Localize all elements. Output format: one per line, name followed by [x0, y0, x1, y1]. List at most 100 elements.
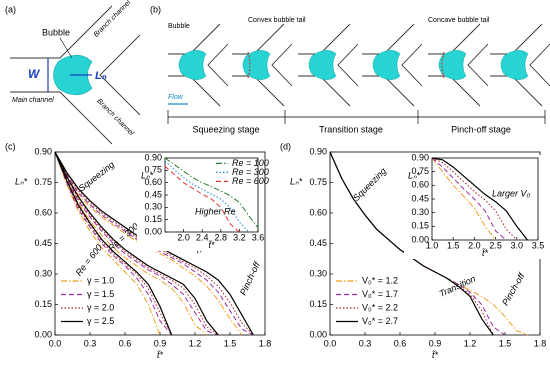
- data-line: [54, 151, 208, 336]
- tail-mark: [247, 51, 445, 79]
- label-convex: Convex bubble tail: [248, 17, 306, 24]
- data-line: [431, 157, 528, 241]
- panel-label: (a): [5, 4, 16, 14]
- legend-label: γ = 1.0: [87, 275, 114, 285]
- junction: [362, 24, 422, 106]
- y-tick-label: 0.30: [411, 207, 429, 217]
- y-tick-label: 0.90: [411, 152, 429, 162]
- x-tick-label: 3.5: [532, 240, 545, 250]
- annotation: Squeezing: [351, 166, 388, 203]
- x-axis-label: t̃*: [432, 349, 439, 360]
- legend-label: γ = 1.5: [87, 289, 114, 299]
- panel-label: (d): [280, 141, 291, 151]
- y-tick-label: 0.45: [144, 189, 162, 199]
- y-tick-label: 0.15: [34, 299, 52, 309]
- legend-label: γ = 2.0: [87, 302, 114, 312]
- junction: [428, 24, 488, 106]
- y-tick-label: 0.90: [34, 146, 52, 156]
- x-tick-label: 1.8: [259, 338, 272, 348]
- data-line: [164, 160, 250, 233]
- junction: [298, 24, 358, 106]
- x-tick-label: 0.6: [394, 338, 407, 348]
- legend-label: V₀* = 1.2: [362, 275, 398, 285]
- y-tick-label: 0.60: [309, 207, 327, 217]
- y-tick-label: 0.15: [144, 214, 162, 224]
- panel-a: (a) Bubble Branch channel W Lₙ Main chan…: [5, 0, 141, 145]
- data-line: [54, 151, 173, 336]
- label-main: Main channel: [12, 97, 54, 104]
- y-tick-label: 0.45: [309, 238, 327, 248]
- data-line: [431, 157, 496, 241]
- data-line: [164, 157, 259, 229]
- stage-label: Pinch-off stage: [451, 124, 511, 134]
- data-line: [164, 165, 240, 233]
- annotation: Re = 600: [74, 243, 105, 278]
- x-tick-label: 2.8: [215, 232, 228, 242]
- y-axis-label: Lₙ*: [408, 170, 421, 180]
- legend-label: γ = 2.5: [87, 316, 114, 326]
- x-tick-label: 1.5: [224, 338, 237, 348]
- y-tick-label: 0.00: [411, 234, 429, 244]
- y-tick-label: 0.60: [411, 180, 429, 190]
- y-tick-label: 0.15: [411, 221, 429, 231]
- data-line: [431, 157, 507, 241]
- inset-bg: [404, 155, 543, 259]
- y-tick-label: 0.45: [34, 238, 52, 248]
- inset-bg: [137, 155, 263, 251]
- x-tick-label: 3.2: [233, 232, 246, 242]
- x-tick-label: 1.2: [189, 338, 202, 348]
- data-line: [54, 151, 219, 336]
- x-tick-label: 2.5: [489, 240, 502, 250]
- channel-walls: [10, 5, 141, 145]
- y-tick-label: 0.30: [309, 268, 327, 278]
- stage-label: Transition stage: [319, 124, 383, 134]
- legend-label: V₀* = 2.7: [362, 316, 398, 326]
- x-tick-label: 2.4: [196, 232, 209, 242]
- annotation: Larger V₀: [492, 188, 531, 198]
- legend-label: Re = 100: [232, 158, 269, 168]
- label-width: W: [28, 67, 41, 81]
- annotation: Pinch-off: [500, 270, 527, 307]
- y-tick-label: 0.60: [34, 207, 52, 217]
- label-neck: Lₙ: [95, 70, 107, 82]
- y-tick-label: 0.75: [144, 165, 162, 175]
- data-line: [329, 151, 506, 336]
- x-tick-label: 0.9: [154, 338, 167, 348]
- x-axis-label: t̃*: [482, 247, 489, 258]
- label-bubble: Bubble: [42, 27, 70, 37]
- x-tick-label: 1.2: [464, 338, 477, 348]
- panel-label: (c): [5, 141, 16, 151]
- x-tick-label: 1.5: [499, 338, 512, 348]
- y-tick-label: 0.60: [144, 177, 162, 187]
- x-tick-label: 0.3: [359, 338, 372, 348]
- annotation: Pinch-off: [238, 259, 263, 297]
- junction: [232, 24, 292, 106]
- label-bubble: Bubble: [168, 23, 190, 30]
- label-flow: Flow: [168, 94, 184, 101]
- x-tick-label: 1.5: [447, 240, 460, 250]
- y-tick-label: 0.45: [411, 193, 429, 203]
- label-concave: Concave bubble tail: [428, 17, 490, 24]
- pointer: [59, 37, 73, 59]
- x-axis-label: t̃*: [208, 239, 215, 250]
- x-axis-label: t̃*: [157, 349, 164, 360]
- data-line: [54, 151, 219, 336]
- panel-label: (b): [150, 4, 161, 14]
- x-tick-label: 2.0: [177, 232, 190, 242]
- x-tick-label: 0.9: [429, 338, 442, 348]
- data-line: [54, 151, 219, 336]
- inset-chart: 1.0 1.5 2.0 2.5 3.0 3.5 0.00 0.15 0.30 0.45 0.60 0.…: [404, 152, 544, 259]
- data-line: [329, 151, 494, 336]
- data-line: [54, 151, 243, 336]
- y-tick-label: 0.90: [144, 152, 162, 162]
- legend-label: V₀* = 1.7: [362, 289, 398, 299]
- legend-label: Re = 600: [232, 176, 269, 186]
- annotation: Higher Re: [195, 206, 236, 216]
- panel-b: (b) Bubble Convex bubble tail Concave bu…: [150, 4, 550, 134]
- y-tick-label: 0.75: [309, 177, 327, 187]
- x-tick-label: 3.0: [511, 240, 524, 250]
- x-tick-label: 3.6: [252, 232, 265, 242]
- annotation: Transition: [438, 273, 477, 298]
- y-axis-label: Lₙ*: [15, 176, 28, 186]
